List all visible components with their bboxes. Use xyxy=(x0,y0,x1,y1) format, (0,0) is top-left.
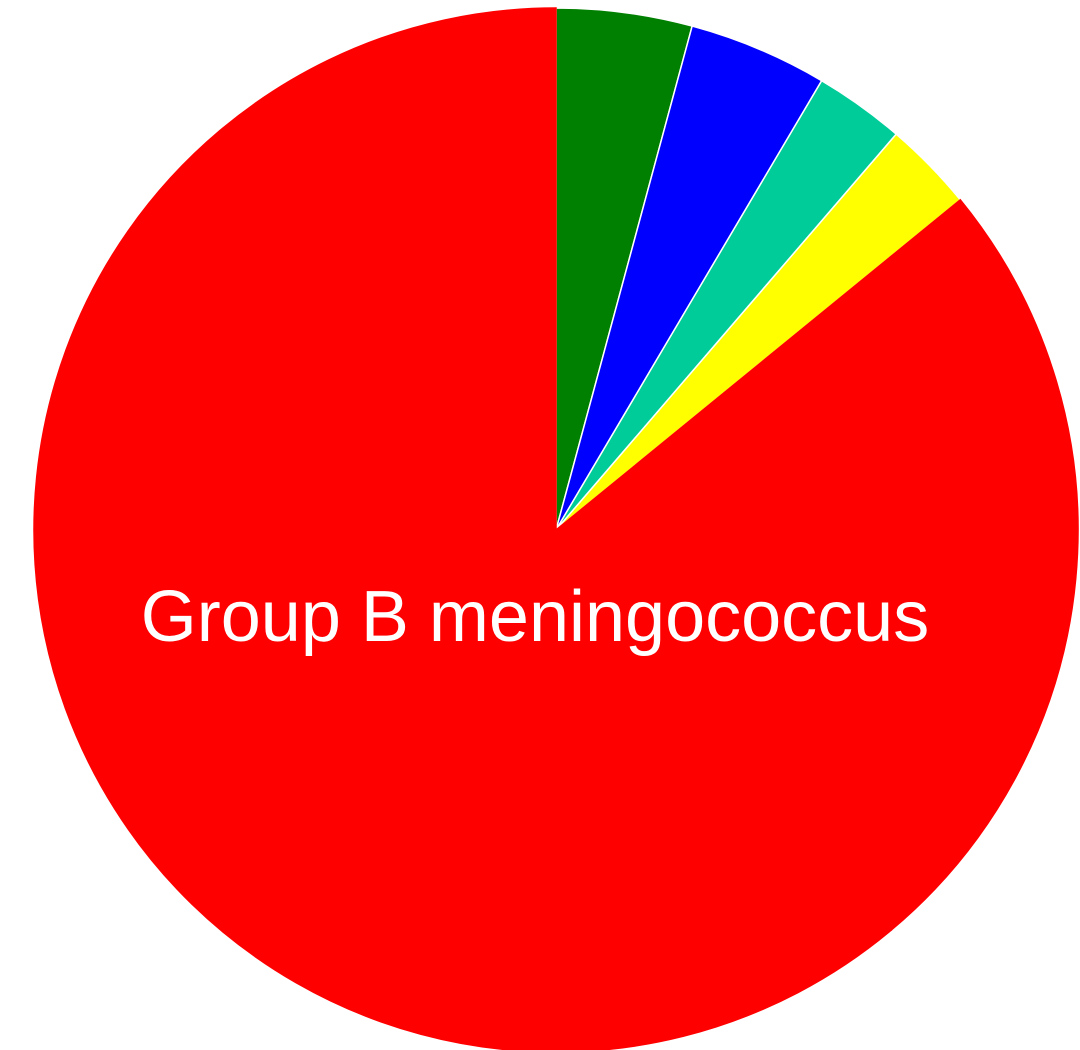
pie-slice xyxy=(554,198,1079,932)
pie-slice xyxy=(33,7,893,1050)
slice-label: Group B meningococcus xyxy=(141,577,929,657)
